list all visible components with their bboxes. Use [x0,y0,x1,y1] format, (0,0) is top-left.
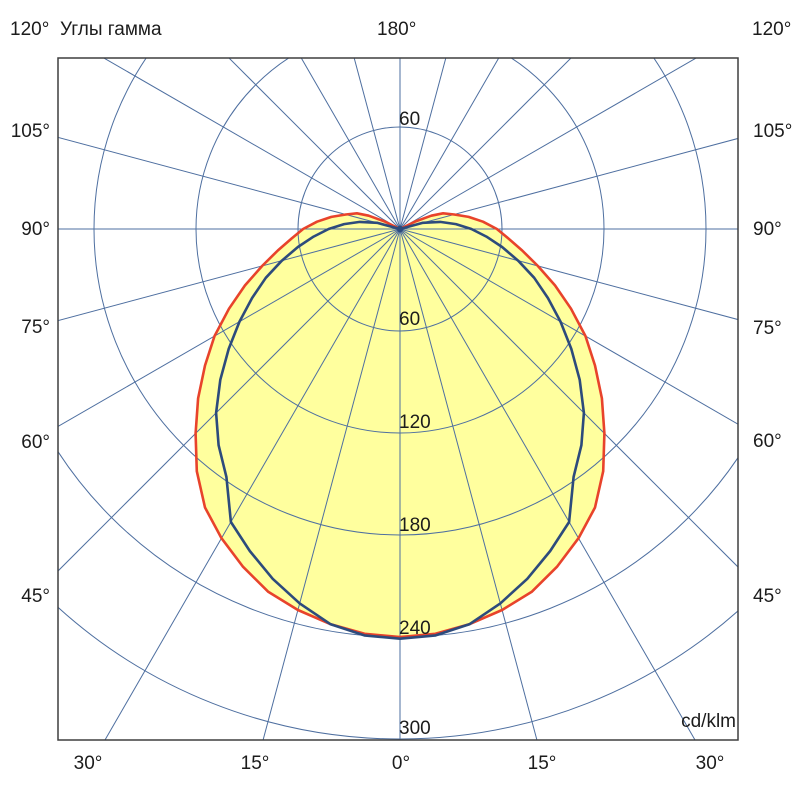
gamma-label-bottom-0: 0° [391,753,411,774]
gamma-label-left-45: 45° [21,586,50,607]
intensity-circle-180 [93,58,707,536]
gamma-label-top-right-120: 120° [752,19,792,40]
intensity-circle-300 [58,606,738,740]
gamma-ray-225 [228,58,401,230]
gamma-ray-330 [104,228,401,740]
gamma-label-left-75: 75° [21,317,50,338]
radial-tick-180: 180 [399,515,431,536]
navy-curve-C90-270 [214,220,586,640]
gamma-label-top-center-180: 180° [377,19,417,40]
gamma-label-right-60: 60° [753,431,782,452]
radial-tick-240: 240 [399,618,431,639]
gamma-label-right-75: 75° [753,318,782,339]
gamma-label-bottom-30-left: 30° [73,753,103,774]
gamma-label-top-left-120: 120° [10,19,50,40]
gamma-ray-30 [399,228,696,740]
red-curve-C0-180 [194,212,606,639]
gamma-ray-285 [58,228,401,322]
gamma-ray-105 [399,137,738,230]
radial-tick-300: 300 [399,718,431,739]
polar-center-point [396,225,404,233]
radial-tick-60: 60 [399,309,421,330]
gamma-ray-15 [399,228,538,740]
intensity-circle-60 [297,126,503,332]
gamma-label-left-105: 105° [10,121,50,142]
radial-tick-120: 120 [399,412,431,433]
gamma-ray-165 [399,58,447,230]
unit-label-cd-klm: cd/klm [681,711,736,732]
gamma-ray-300 [58,228,401,428]
gamma-label-left-60: 60° [21,432,50,453]
gamma-ray-255 [58,136,401,230]
gamma-label-bottom-30-right: 30° [695,753,725,774]
gamma-label-left-90: 90° [21,219,50,240]
gamma-ray-45 [399,228,738,568]
gamma-ray-315 [58,228,401,572]
chart-title: Углы гамма [60,19,162,40]
gamma-ray-60 [399,228,738,425]
gamma-ray-75 [399,228,738,321]
gamma-label-bottom-15-left: 15° [240,753,270,774]
gamma-ray-135 [399,58,572,230]
gamma-ray-120 [399,58,698,230]
gamma-label-right-45: 45° [753,586,782,607]
radial-tick-60-top: 60 [399,109,421,130]
gamma-ray-345 [262,228,401,740]
gamma-ray-240 [102,58,401,230]
plot-border [57,57,739,741]
gamma-label-bottom-15-right: 15° [527,753,557,774]
gamma-label-right-90: 90° [753,219,782,240]
intensity-circle-120 [195,58,605,434]
gamma-label-right-105: 105° [753,121,793,142]
